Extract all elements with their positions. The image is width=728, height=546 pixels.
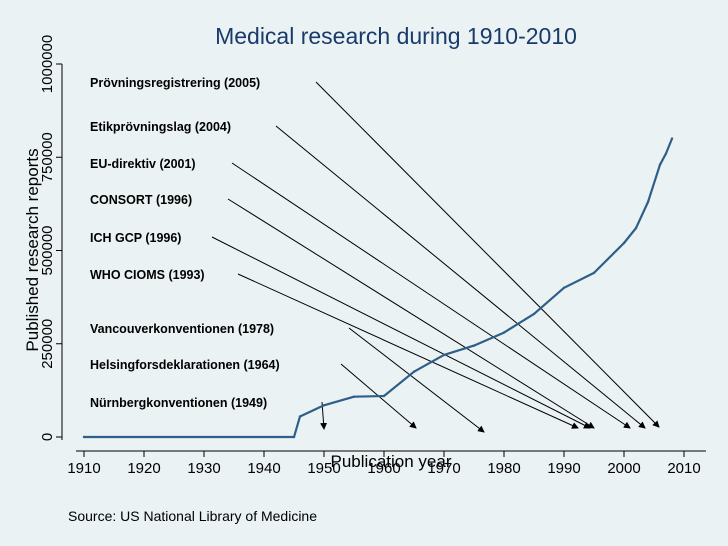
data-point — [592, 271, 596, 275]
annotation-label: Etikprövningslag (2004) — [90, 120, 231, 134]
data-point — [658, 163, 662, 166]
annotation-label: Vancouverkonventionen (1978) — [90, 322, 274, 336]
x-tick-label: 1990 — [547, 460, 580, 477]
source-note: Source: US National Library of Medicine — [68, 508, 317, 524]
annotation-label: Nürnbergkonventionen (1949) — [90, 396, 267, 410]
annotation-label: WHO CIOMS (1993) — [90, 268, 205, 282]
y-axis-title: Published research reports — [23, 148, 42, 351]
x-tick-label: 1960 — [367, 460, 400, 477]
data-point — [352, 395, 356, 398]
data-point — [502, 331, 506, 334]
data-point — [670, 137, 674, 140]
data-point — [562, 286, 566, 289]
x-tick-label: 1980 — [487, 460, 520, 477]
annotation-label: CONSORT (1996) — [90, 193, 192, 207]
annotation-label: ICH GCP (1996) — [90, 231, 181, 245]
y-tick-label: 250000 — [39, 319, 56, 369]
annotation-label: Helsingforsdeklarationen (1964) — [90, 358, 280, 372]
x-axis-title: Publication year — [331, 452, 452, 471]
data-point — [292, 435, 296, 439]
data-point — [298, 415, 302, 418]
data-point — [646, 200, 650, 204]
annotation-arrow — [348, 327, 485, 433]
data-point — [82, 435, 86, 439]
y-tick-label: 750000 — [39, 132, 56, 182]
y-tick-label: 0 — [39, 433, 56, 441]
x-tick-label: 1910 — [67, 460, 100, 477]
data-point — [322, 404, 326, 407]
annotation-arrow — [315, 81, 660, 428]
x-tick-label: 1940 — [247, 460, 280, 477]
data-point — [622, 241, 626, 245]
annotation-arrow — [275, 125, 646, 429]
annotation-arrow — [227, 198, 595, 429]
annotation-arrow — [211, 236, 591, 429]
x-tick-label: 2010 — [667, 460, 700, 477]
x-tick-label: 1950 — [307, 460, 340, 477]
chart-title: Medical research during 1910-2010 — [215, 23, 577, 49]
x-tick-label: 2000 — [607, 460, 640, 477]
data-point — [472, 344, 476, 347]
annotation-label: Prövningsregistrering (2005) — [90, 76, 260, 90]
data-point — [412, 370, 416, 373]
x-tick-label: 1970 — [427, 460, 460, 477]
y-tick-label: 500000 — [39, 225, 56, 275]
x-tick-label: 1930 — [187, 460, 220, 477]
y-tick-label: 1000000 — [39, 35, 56, 93]
x-tick-label: 1920 — [127, 460, 160, 477]
data-point — [532, 312, 536, 316]
annotation-label: EU-direktiv (2001) — [90, 157, 196, 171]
series-line — [84, 138, 674, 439]
data-point — [442, 353, 446, 357]
data-point — [382, 394, 386, 398]
annotation-arrow — [237, 273, 579, 429]
data-point — [634, 226, 638, 230]
annotation-arrow — [231, 162, 631, 429]
data-point — [664, 152, 668, 155]
